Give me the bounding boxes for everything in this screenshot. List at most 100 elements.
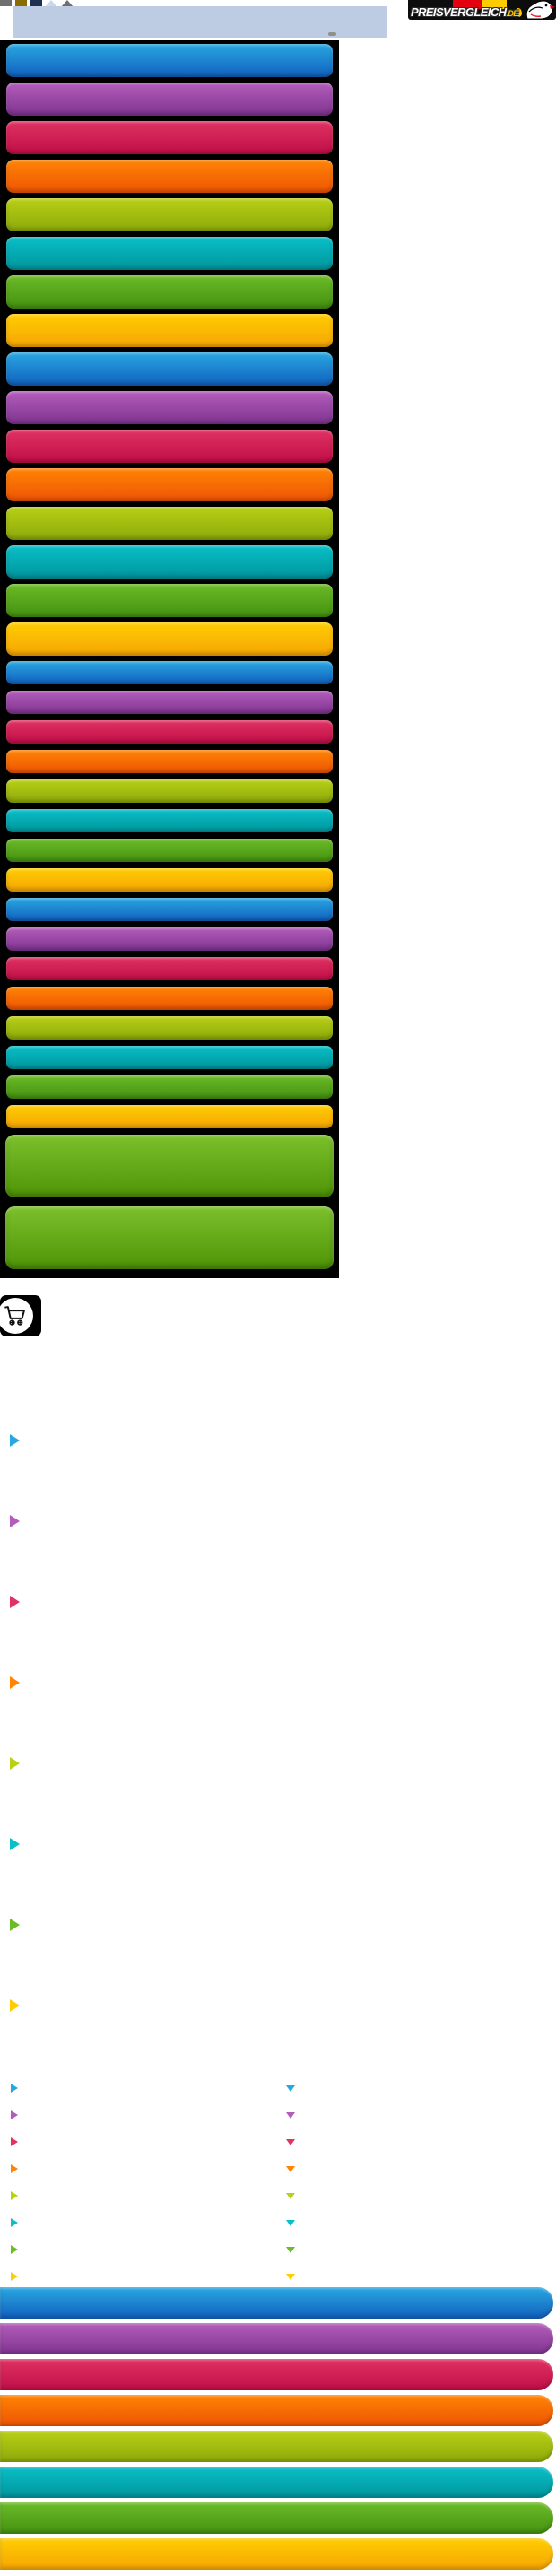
logo-gold-drop	[515, 8, 522, 17]
expandable-link-row-amber	[0, 2266, 556, 2293]
link-arrow-icon-purple	[11, 2110, 18, 2119]
featured-category-bar-green[interactable]	[5, 1206, 334, 1269]
shopping-cart-button[interactable]	[0, 1295, 41, 1336]
footer-link-lime[interactable]	[0, 2185, 269, 2212]
expandable-link-row-green	[0, 2239, 556, 2266]
bullet-arrow-icon-teal	[10, 1838, 20, 1850]
logo-flag-red-stripe	[453, 0, 482, 9]
category-bar-teal[interactable]	[6, 237, 333, 270]
subcategory-bar-lime[interactable]	[6, 1016, 333, 1040]
expandable-link-row-teal	[0, 2212, 556, 2239]
shopping-cart-icon	[4, 1306, 25, 1326]
expandable-link-row-crimson	[0, 2131, 556, 2158]
category-bar-orange[interactable]	[6, 468, 333, 501]
light-chevron-icon	[45, 0, 57, 7]
top-mini-icons	[0, 0, 81, 7]
content-link-row-purple[interactable]	[0, 1515, 332, 1536]
expandable-link-row-purple	[0, 2104, 556, 2131]
subcategory-bar-orange[interactable]	[6, 987, 333, 1010]
footer-category-bar-purple[interactable]	[0, 2323, 553, 2354]
category-bar-lime[interactable]	[6, 507, 333, 540]
content-link-row-teal[interactable]	[0, 1838, 332, 1859]
bullet-arrow-icon-crimson	[10, 1596, 20, 1608]
header-banner	[13, 6, 387, 38]
link-arrow-icon-amber	[11, 2272, 18, 2281]
category-bar-purple[interactable]	[6, 391, 333, 424]
link-arrow-icon-blue	[11, 2084, 18, 2093]
category-bar-amber[interactable]	[6, 314, 333, 347]
bullet-arrow-icon-purple	[10, 1515, 20, 1527]
category-bar-crimson[interactable]	[6, 430, 333, 463]
footer-link-teal[interactable]	[0, 2212, 269, 2239]
content-link-row-crimson[interactable]	[0, 1596, 332, 1617]
footer-category-bar-amber[interactable]	[0, 2538, 553, 2570]
olive-square-icon	[15, 0, 27, 6]
link-arrow-icon-orange	[11, 2164, 18, 2173]
subcategory-bar-green[interactable]	[6, 1075, 333, 1099]
subcategory-bar-green[interactable]	[6, 839, 333, 862]
footer-link-orange[interactable]	[0, 2158, 269, 2185]
cart-circle	[0, 1298, 33, 1334]
gray-square-icon	[0, 0, 12, 6]
content-link-row-lime[interactable]	[0, 1757, 332, 1779]
expandable-link-row-blue	[0, 2077, 556, 2104]
link-arrow-icon-lime	[11, 2191, 18, 2200]
expand-arrow-button-blue[interactable]	[286, 2085, 295, 2092]
subcategory-bar-blue[interactable]	[6, 898, 333, 921]
expand-arrow-button-lime[interactable]	[286, 2193, 295, 2199]
content-link-row-blue[interactable]	[0, 1434, 332, 1456]
subcategory-bar-purple[interactable]	[6, 927, 333, 951]
category-bar-purple[interactable]	[6, 83, 333, 116]
category-bar-green[interactable]	[6, 584, 333, 617]
featured-category-bar-green[interactable]	[5, 1135, 334, 1197]
footer-link-purple[interactable]	[0, 2104, 269, 2131]
expand-arrow-button-green[interactable]	[286, 2247, 295, 2253]
expand-arrow-button-amber[interactable]	[286, 2274, 295, 2280]
bullet-arrow-icon-orange	[10, 1676, 20, 1689]
subcategory-bar-purple[interactable]	[6, 691, 333, 714]
expandable-link-row-lime	[0, 2185, 556, 2212]
logo-wordmark: PREISVERGLEICH	[411, 5, 507, 19]
logo-text: PREISVERGLEICH.DE	[411, 5, 518, 19]
content-link-row-amber[interactable]	[0, 1999, 332, 2021]
category-bar-green[interactable]	[6, 275, 333, 309]
footer-link-amber[interactable]	[0, 2266, 269, 2293]
subcategory-bar-lime[interactable]	[6, 779, 333, 803]
footer-category-bar-lime[interactable]	[0, 2431, 553, 2462]
footer-link-crimson[interactable]	[0, 2131, 269, 2158]
content-link-row-orange[interactable]	[0, 1676, 332, 1698]
category-bar-amber[interactable]	[6, 622, 333, 656]
subcategory-bar-crimson[interactable]	[6, 957, 333, 980]
preisvergleich-logo[interactable]: PREISVERGLEICH.DE	[408, 0, 556, 20]
footer-link-blue[interactable]	[0, 2077, 269, 2104]
category-bar-orange[interactable]	[6, 160, 333, 193]
footer-category-bar-orange[interactable]	[0, 2395, 553, 2426]
subcategory-bar-blue[interactable]	[6, 661, 333, 684]
footer-category-bar-blue[interactable]	[0, 2287, 553, 2319]
category-list-panel	[0, 40, 339, 1278]
subcategory-bar-teal[interactable]	[6, 1046, 333, 1069]
category-bar-crimson[interactable]	[6, 121, 333, 154]
content-link-row-green[interactable]	[0, 1919, 332, 1940]
footer-link-green[interactable]	[0, 2239, 269, 2266]
subcategory-bar-amber[interactable]	[6, 1105, 333, 1128]
category-bar-lime[interactable]	[6, 198, 333, 231]
category-bar-blue[interactable]	[6, 352, 333, 386]
bullet-arrow-icon-green	[10, 1919, 20, 1931]
category-bar-blue[interactable]	[6, 44, 333, 77]
expand-arrow-button-teal[interactable]	[286, 2220, 295, 2226]
footer-category-bar-crimson[interactable]	[0, 2359, 553, 2390]
subcategory-bar-teal[interactable]	[6, 809, 333, 832]
subcategory-bar-orange[interactable]	[6, 750, 333, 773]
bullet-arrow-icon-blue	[10, 1434, 20, 1447]
footer-category-bar-teal[interactable]	[0, 2467, 553, 2498]
footer-category-bar-green[interactable]	[0, 2502, 553, 2534]
eagle-mascot-icon	[526, 0, 555, 20]
expand-arrow-button-crimson[interactable]	[286, 2139, 295, 2145]
divider-dash	[328, 32, 336, 36]
category-bar-teal[interactable]	[6, 545, 333, 579]
expand-arrow-button-purple[interactable]	[286, 2112, 295, 2119]
expand-arrow-button-orange[interactable]	[286, 2166, 295, 2172]
subcategory-bar-crimson[interactable]	[6, 720, 333, 744]
subcategory-bar-amber[interactable]	[6, 868, 333, 892]
